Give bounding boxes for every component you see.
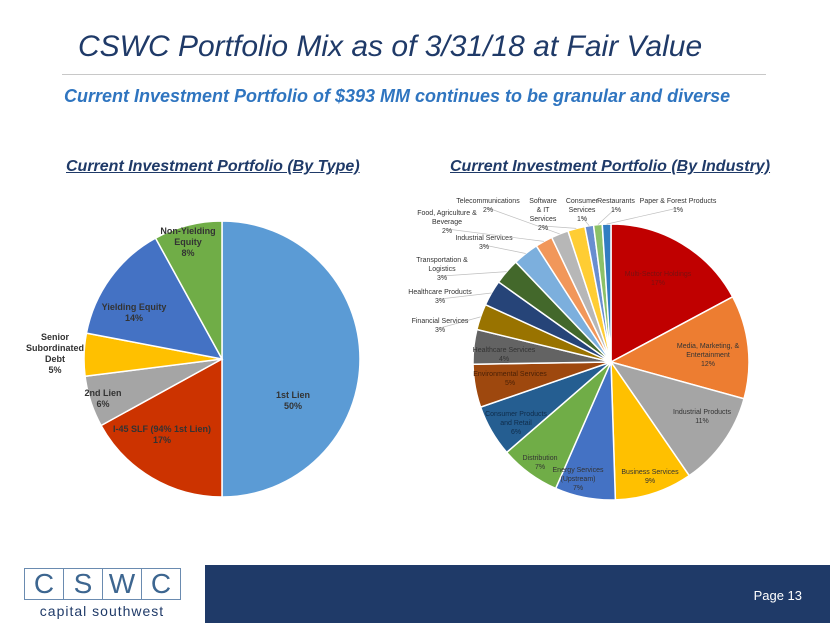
data-label-consumer-services: Consumer Services 1% [566, 198, 599, 223]
leader-line [446, 228, 544, 242]
data-label-yielding-equity: Yielding Equity 14% [102, 302, 167, 323]
industry-chart-title: Current Investment Portfolio (By Industr… [450, 158, 771, 175]
data-label-media-marketing-entertainment: Media, Marketing, & Entertainment 12% [677, 343, 740, 368]
data-label-industrial-products: Industrial Products 11% [673, 409, 731, 425]
pie-slice-i-45-slf-94-1st-lien [100, 357, 223, 498]
leader-line [606, 207, 679, 225]
data-label-distribution: Distribution 7% [522, 455, 557, 471]
logo-letter: S [63, 568, 103, 600]
pie-slice-non-yielding-equity [154, 220, 223, 360]
pie-slice-media-marketing-entertainment [608, 295, 750, 400]
data-label-consumer-products-and-retail: Consumer Products and Retail 6% [485, 411, 547, 436]
data-label-industrial-services: Industrial Services 3% [455, 235, 513, 251]
data-label-business-services: Business Services 9% [621, 469, 679, 485]
data-label-i-45-slf-94-1st-lien: I-45 SLF (94% 1st Lien) 17% [113, 424, 211, 445]
data-label-senior-subordinated-debt: Senior Subordinated Debt 5% [26, 332, 84, 375]
data-label-multi-sector-holdings: Multi-Sector Holdings 17% [625, 271, 692, 287]
data-label-1st-lien: 1st Lien 50% [276, 390, 310, 411]
type-chart-title: Current Investment Portfolio (By Type) [66, 158, 360, 175]
data-label-restaurants: Restaurants 1% [597, 198, 635, 214]
logo-wordmark: capital southwest [39, 603, 165, 619]
logo-letter: W [102, 568, 142, 600]
data-label-financial-services: Financial Services 3% [412, 318, 469, 334]
data-label-environmental-services: Environmental Services 5% [473, 371, 547, 387]
data-label-healthcare-products: Healthcare Products 3% [408, 289, 472, 305]
logo-letter: C [141, 568, 181, 600]
logo-letter: C [24, 568, 64, 600]
data-label-telecommunications: Telecommunications 2% [456, 198, 520, 214]
leader-line [439, 316, 481, 329]
pie-slice-yielding-equity [85, 237, 224, 361]
page-title: CSWC Portfolio Mix as of 3/31/18 at Fair… [78, 30, 703, 63]
title-divider [62, 74, 766, 75]
pie-slice-1st-lien [221, 220, 361, 498]
data-label-healthcare-services: Healthcare Services 4% [473, 347, 536, 363]
pie-slice-multi-sector-holdings [610, 223, 734, 364]
data-label-non-yielding-equity: Non-Yielding Equity 8% [160, 226, 215, 258]
leader-line [483, 244, 526, 254]
leader-line [441, 271, 507, 277]
data-label-paper-forest-products: Paper & Forest Products 1% [640, 198, 717, 214]
data-label-food-agriculture-beverage: Food, Agriculture & Beverage 2% [417, 210, 477, 235]
leader-line [581, 216, 590, 226]
data-label-energy-services-upstream: Energy Services (Upstream) 7% [553, 467, 604, 492]
pie-slice-industrial-products [609, 360, 745, 477]
page-number: Page 13 [753, 588, 802, 603]
page-subtitle: Current Investment Portfolio of $393 MM … [64, 86, 731, 106]
leader-line [487, 207, 560, 235]
data-label-2nd-lien: 2nd Lien 6% [84, 388, 121, 409]
company-logo: C S W C [24, 568, 181, 600]
data-label-transportation-logistics: Transportation & Logistics 3% [416, 257, 468, 282]
leader-line [542, 225, 577, 229]
leader-line [439, 292, 492, 300]
data-label-software-it-services: Software & IT Services 2% [529, 198, 557, 232]
pie-slice-business-services [610, 359, 691, 501]
pie-charts: 1st Lien 50% I-45 SLF (94% 1st Lien) 17% 2nd… [26, 198, 750, 501]
leader-line [597, 207, 617, 225]
